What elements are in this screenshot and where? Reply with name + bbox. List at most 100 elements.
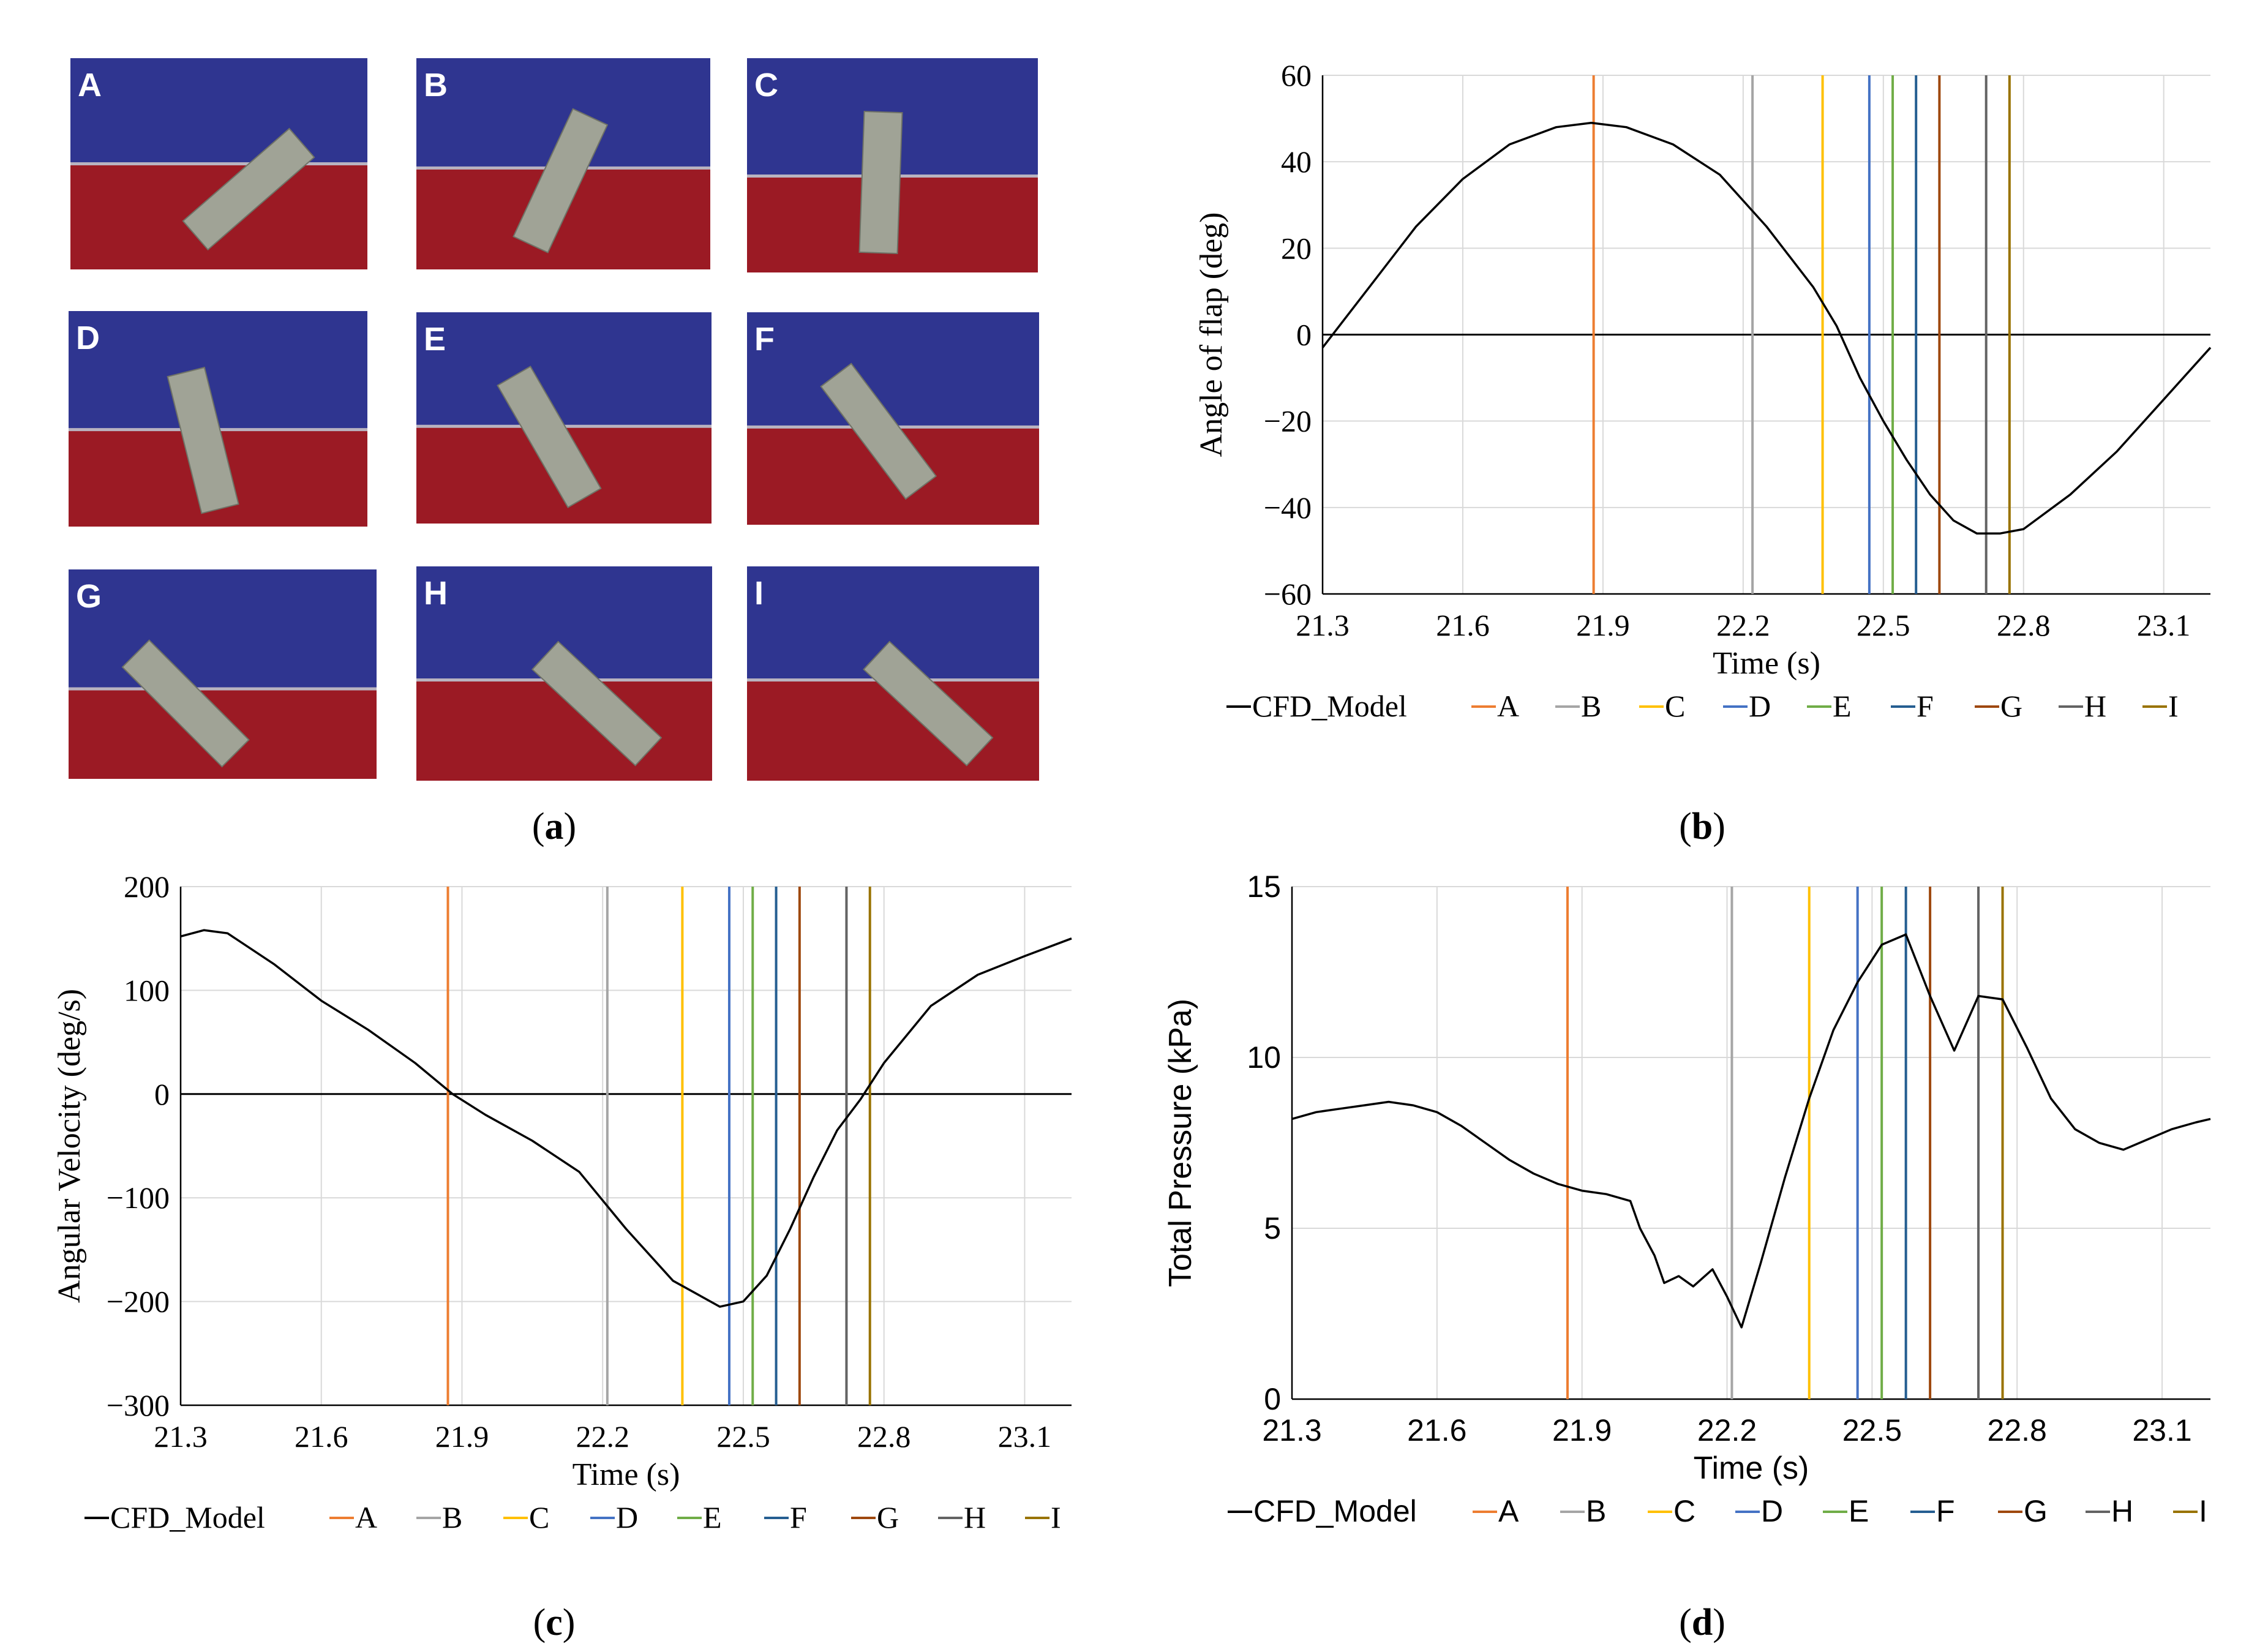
legend-entry-E: E [1807, 689, 1852, 723]
x-tick-label: 21.6 [295, 1419, 348, 1454]
snapshot-label: G [76, 578, 102, 615]
legend-entry-I: I [2142, 689, 2179, 723]
x-tick-label: 23.1 [2132, 1413, 2191, 1447]
legend-entry-A: A [1471, 689, 1519, 723]
series-line-cfd-model [1321, 121, 2212, 535]
panel-label-a: (a) [532, 806, 576, 847]
legend-entry-F: F [1891, 689, 1934, 723]
flap [863, 640, 994, 767]
legend-label: B [1586, 1494, 1606, 1528]
x-tick-label: 21.3 [1262, 1413, 1321, 1447]
snapshot-H: H [416, 566, 712, 781]
flap [531, 640, 663, 767]
legend-entry-H: H [2086, 1494, 2133, 1528]
y-tick-label: 0 [1296, 318, 1312, 352]
flap [858, 110, 903, 255]
legend-label: I [2168, 689, 2179, 723]
snapshot-I: I [747, 566, 1039, 781]
legend-label: H [2084, 689, 2106, 723]
snapshot-label: C [754, 67, 778, 103]
y-axis-title: Angle of flap (deg) [1194, 212, 1229, 457]
snapshot-label: A [78, 67, 102, 103]
legend-label: CFD_Model [110, 1500, 265, 1534]
y-tick-label: −40 [1264, 490, 1312, 525]
x-axis-title: Time (s) [573, 1457, 680, 1492]
x-tick-label: 22.2 [576, 1419, 629, 1454]
legend-label: CFD_Model [1253, 1494, 1417, 1528]
y-tick-label: −20 [1264, 404, 1312, 438]
x-axis-title: Time (s) [1713, 646, 1820, 681]
legend-label: I [2199, 1494, 2207, 1528]
legend-label: G [2024, 1494, 2048, 1528]
y-tick-label: −200 [107, 1285, 170, 1319]
flap [820, 362, 937, 500]
legend-entry-D: D [1735, 1494, 1783, 1528]
legend-label: CFD_Model [1252, 689, 1407, 723]
snapshot-label: I [754, 575, 764, 612]
legend-label: G [877, 1500, 899, 1534]
y-tick-label: −100 [107, 1181, 170, 1215]
legend-entry-A: A [1473, 1494, 1519, 1528]
flap [513, 108, 609, 253]
panel-b-angle-chart: 21.3 21.6 21.9 22.2 22.5 22.8 23.1 60 40 20 0 −20 −4… [1194, 58, 2212, 723]
legend-entry-G: G [1998, 1494, 2048, 1528]
legend-label: A [1498, 1494, 1519, 1528]
x-tick-label: 21.9 [435, 1419, 489, 1454]
legend-label: C [1665, 689, 1685, 723]
panel-label-b: (b) [1679, 806, 1725, 847]
legend-entry-B: B [1560, 1494, 1606, 1528]
x-tick-label: 22.2 [1716, 608, 1770, 642]
x-tick-label: 23.1 [2137, 608, 2191, 642]
y-axis-title: Angular Velocity (deg/s) [52, 989, 87, 1303]
legend-entry-B: B [1555, 689, 1601, 723]
legend-entry-C: C [1639, 689, 1685, 723]
x-axis-title: Time (s) [1694, 1451, 1809, 1486]
panel-label-d: (d) [1679, 1602, 1725, 1643]
y-tick-label: 20 [1281, 231, 1312, 265]
legend-label: C [529, 1500, 549, 1534]
x-tick-label: 21.9 [1576, 608, 1630, 642]
panel-a-snapshots: A B C D E F G H I [69, 58, 1039, 781]
legend-entry-CFD_Model: CFD_Model [1226, 689, 1407, 723]
x-tick-label: 21.6 [1436, 608, 1490, 642]
legend-label: D [1761, 1494, 1783, 1528]
legend-entry-A: A [329, 1500, 377, 1534]
legend-entry-C: C [1648, 1494, 1695, 1528]
legend-label: C [1673, 1494, 1695, 1528]
panel-c-velocity-chart: 21.3 21.6 21.9 22.2 22.5 22.8 23.1 200 100 0 −100 −… [52, 869, 1072, 1534]
x-tick-label: 22.8 [1997, 608, 2051, 642]
y-tick-label: −300 [107, 1388, 170, 1422]
legend-entry-F: F [764, 1500, 807, 1534]
legend-entry-CFD_Model: CFD_Model [84, 1500, 265, 1534]
legend-label: H [964, 1500, 986, 1534]
y-tick-label: −60 [1264, 577, 1312, 611]
legend-label: E [1833, 689, 1852, 723]
legend-label: E [1849, 1494, 1869, 1528]
snapshot-label: E [424, 321, 446, 358]
flap [182, 127, 315, 251]
legend-label: G [2000, 689, 2022, 723]
legend-entry-I: I [1025, 1500, 1061, 1534]
legend-entry-E: E [677, 1500, 722, 1534]
legend-entry-E: E [1823, 1494, 1869, 1528]
snapshot-A: A [70, 58, 367, 269]
legend-label: D [1749, 689, 1771, 723]
flap [121, 639, 250, 768]
y-axis-title: Total Pressure (kPa) [1163, 999, 1198, 1287]
y-tick-label: 0 [1264, 1382, 1281, 1416]
legend-entry-G: G [851, 1500, 899, 1534]
series-line-cfd-model [1291, 933, 2211, 1329]
x-tick-label: 23.1 [998, 1419, 1052, 1454]
x-tick-label: 21.6 [1407, 1413, 1466, 1447]
x-tick-label: 22.8 [857, 1419, 911, 1454]
legend-label: F [1936, 1494, 1955, 1528]
legend-entry-F: F [1910, 1494, 1955, 1528]
snapshot-label: D [76, 320, 100, 356]
legend-entry-B: B [416, 1500, 462, 1534]
y-tick-label: 40 [1281, 145, 1312, 179]
legend-label: B [1581, 689, 1601, 723]
x-tick-label: 22.8 [1988, 1413, 2047, 1447]
y-tick-label: 200 [124, 869, 170, 904]
legend-label: F [1917, 689, 1934, 723]
